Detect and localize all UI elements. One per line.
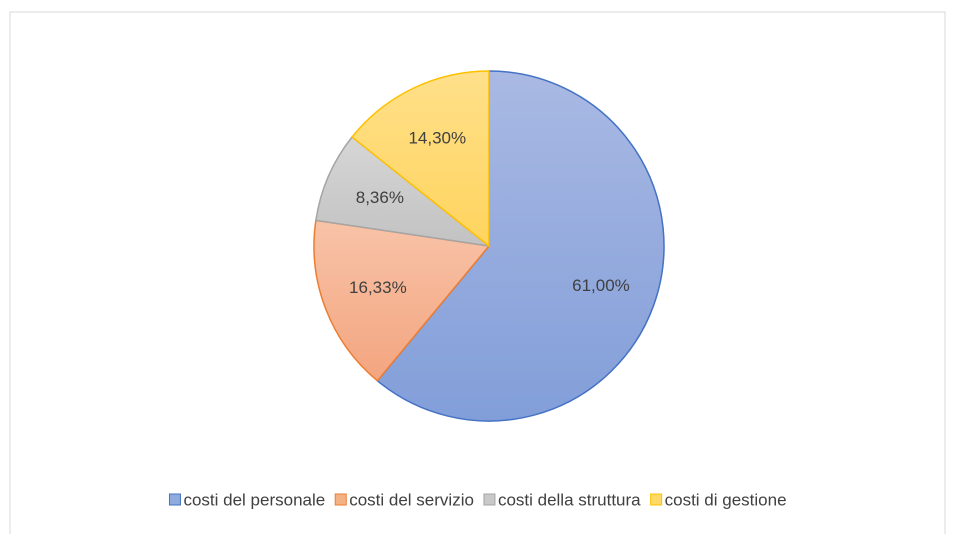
pie-slice xyxy=(315,135,492,248)
data-label: 16,33% xyxy=(349,278,407,297)
legend-label: costi della struttura xyxy=(498,490,641,509)
legend-marker xyxy=(483,493,496,506)
data-label: 8,36% xyxy=(356,188,404,207)
legend-label: costi di gestione xyxy=(665,490,787,509)
legend-marker xyxy=(168,493,181,506)
pie-slice xyxy=(376,70,665,422)
legend-marker xyxy=(334,493,347,506)
data-label: 61,00% xyxy=(572,276,630,295)
pie-slice xyxy=(313,219,491,382)
pie-slice xyxy=(351,70,490,248)
legend-marker xyxy=(650,493,663,506)
legend-label: costi del personale xyxy=(183,490,325,509)
legend-label: costi del servizio xyxy=(349,490,474,509)
data-label: 14,30% xyxy=(408,128,466,147)
